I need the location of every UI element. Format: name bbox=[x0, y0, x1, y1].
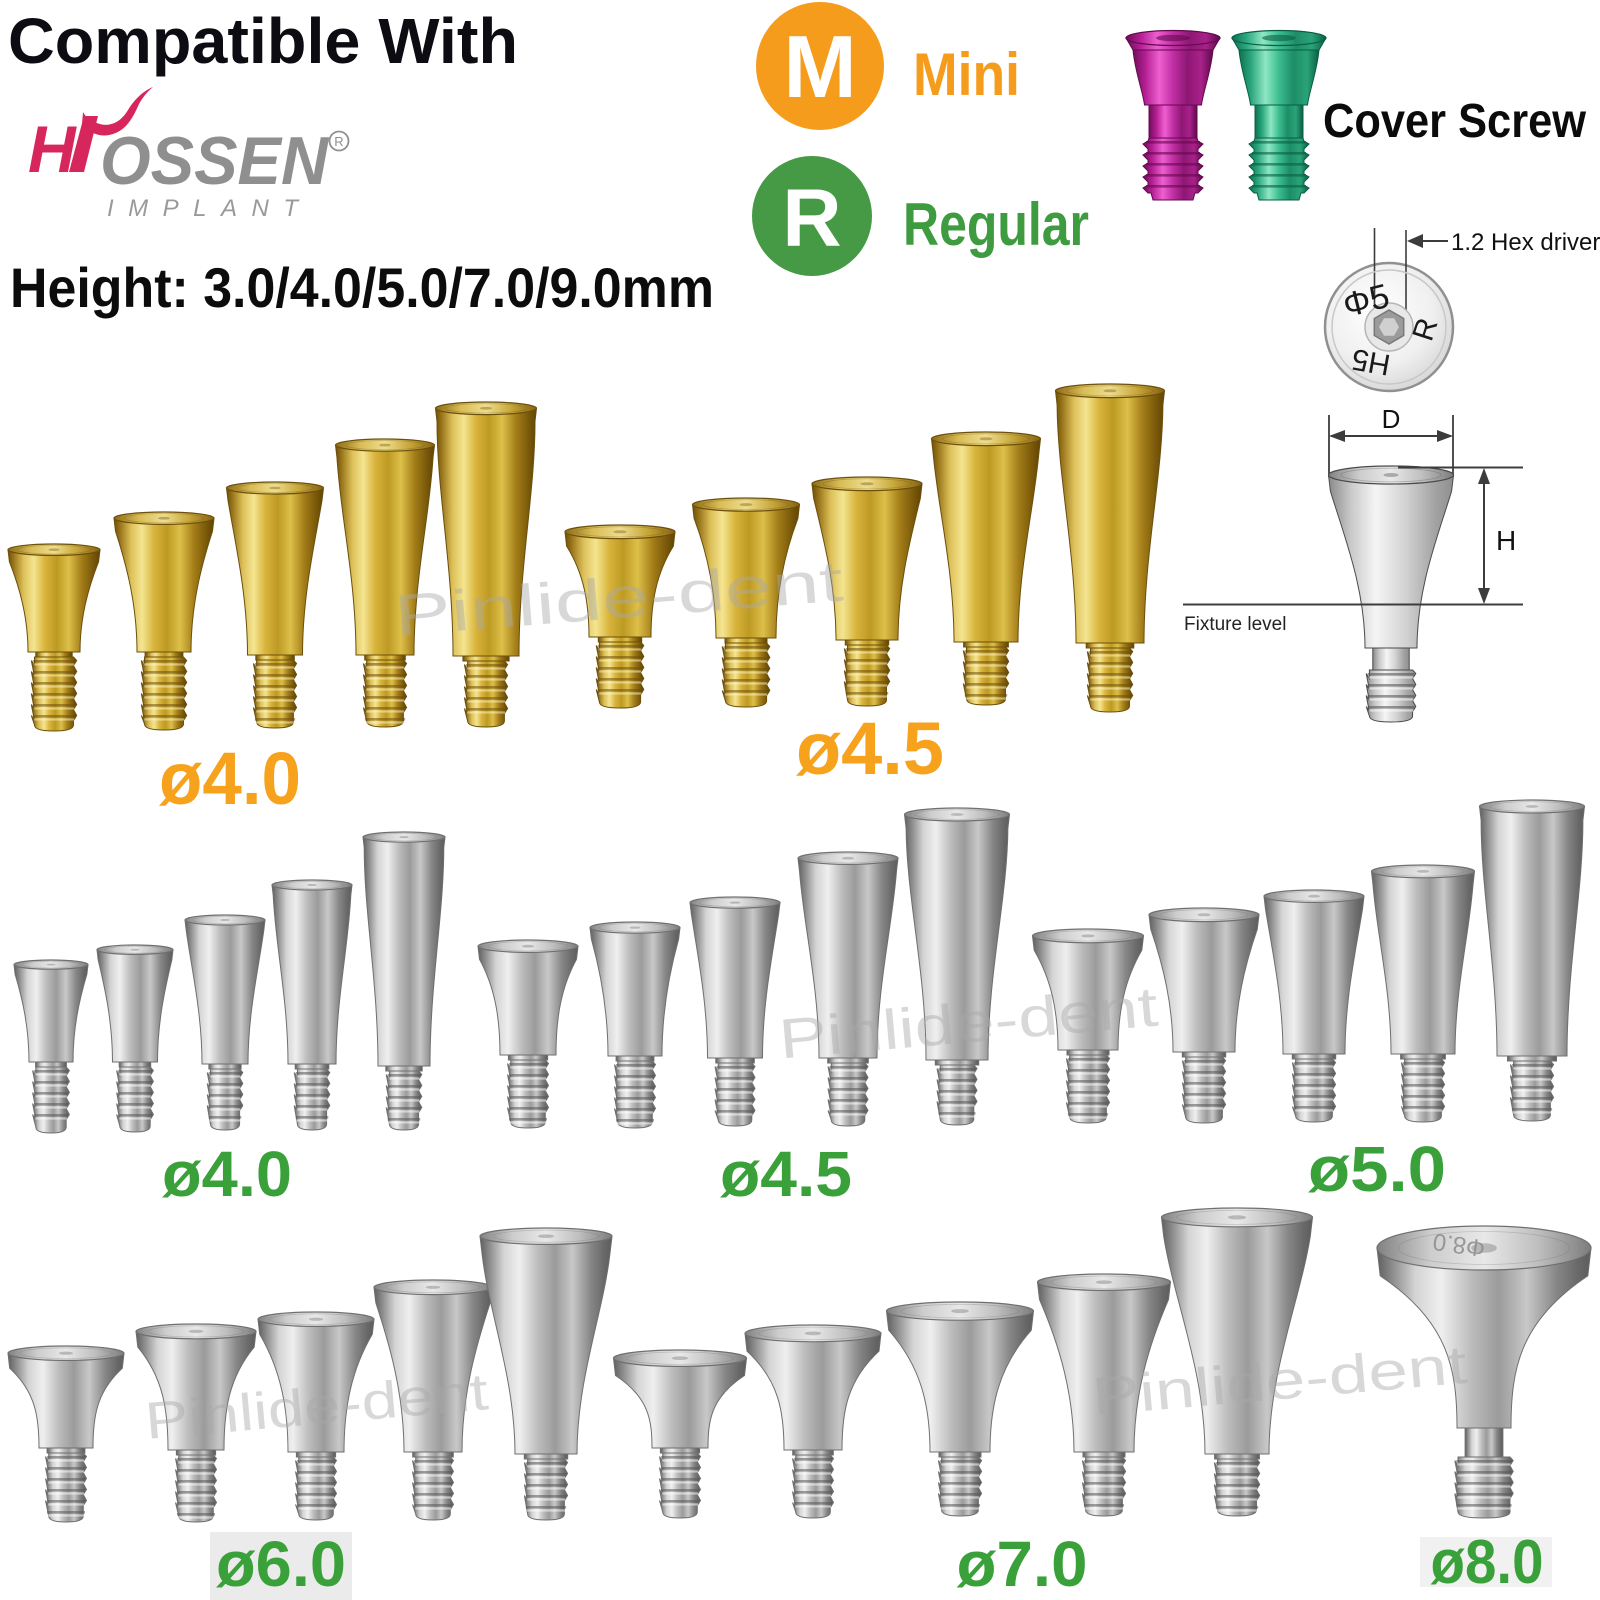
svg-text:R: R bbox=[782, 173, 841, 264]
svg-text:ø5.0: ø5.0 bbox=[1308, 1133, 1446, 1205]
svg-text:ø4.0: ø4.0 bbox=[162, 1138, 292, 1210]
svg-text:Fixture level: Fixture level bbox=[1184, 614, 1286, 635]
svg-text:Regular: Regular bbox=[903, 191, 1089, 258]
svg-text:M: M bbox=[783, 17, 856, 116]
svg-text:Cover Screw: Cover Screw bbox=[1323, 95, 1587, 148]
svg-text:ø6.0: ø6.0 bbox=[216, 1528, 346, 1600]
svg-text:H: H bbox=[28, 112, 77, 186]
svg-text:Height: 3.0/4.0/5.0/7.0/9.0mm: Height: 3.0/4.0/5.0/7.0/9.0mm bbox=[10, 256, 714, 319]
svg-text:Mini: Mini bbox=[913, 41, 1020, 108]
svg-text:ø7.0: ø7.0 bbox=[957, 1528, 1088, 1600]
svg-text:D: D bbox=[1382, 404, 1401, 434]
svg-text:H5: H5 bbox=[1349, 342, 1393, 381]
svg-text:ø8.0: ø8.0 bbox=[1431, 1528, 1544, 1597]
svg-text:OSSEN: OSSEN bbox=[100, 123, 330, 199]
svg-text:IMPLANT: IMPLANT bbox=[107, 195, 313, 222]
svg-text:Compatible With: Compatible With bbox=[8, 5, 518, 77]
svg-text:R: R bbox=[334, 134, 343, 149]
svg-text:H: H bbox=[1496, 525, 1516, 556]
svg-text:1.2 Hex driver: 1.2 Hex driver bbox=[1451, 229, 1600, 256]
svg-text:ø4.5: ø4.5 bbox=[796, 707, 944, 790]
svg-text:ø4.0: ø4.0 bbox=[159, 737, 301, 820]
svg-text:ø4.5: ø4.5 bbox=[720, 1138, 852, 1210]
